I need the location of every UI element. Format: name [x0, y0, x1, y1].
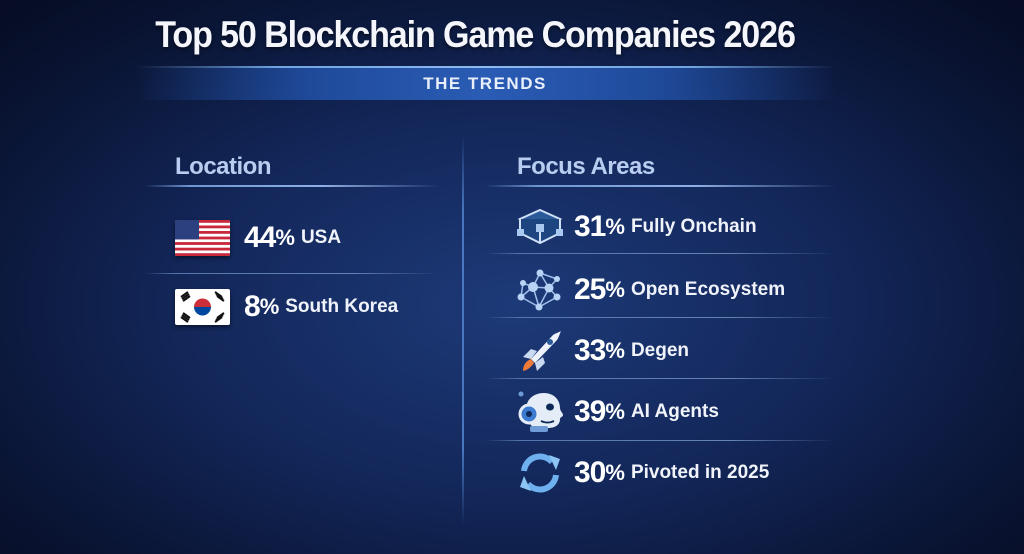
focus-label: AI Agents [630, 401, 719, 422]
focus-item: 39% AI Agents [514, 391, 719, 432]
focus-label: Fully Onchain [630, 216, 757, 237]
refresh-icon [514, 453, 566, 493]
location-item-usa: 44% USA [175, 218, 341, 258]
subtitle: THE TRENDS [423, 74, 547, 93]
column-divider [462, 135, 464, 525]
location-label: USA [300, 227, 342, 248]
row-separator [485, 253, 835, 254]
title-divider [135, 66, 835, 68]
page-title: Top 50 Blockchain Game Companies 2026 [155, 14, 796, 55]
row-separator [485, 440, 835, 441]
rocket-icon [514, 331, 566, 371]
row-separator [485, 317, 835, 318]
focus-item: 31% Fully Onchain [514, 207, 757, 247]
focus-label: Open Ecosystem [630, 279, 786, 300]
subtitle-band: THE TRENDS [135, 68, 835, 100]
focus-label: Degen [630, 340, 690, 361]
row-separator [145, 273, 440, 274]
focus-item: 25% Open Ecosystem [514, 269, 786, 311]
row-separator [485, 378, 835, 379]
focus-label: Pivoted in 2025 [630, 462, 770, 483]
focus-item: 33% Degen [514, 331, 689, 371]
cube-icon [514, 207, 566, 247]
location-heading-line [145, 185, 440, 187]
location-item-south-korea: 8% South Korea [175, 287, 398, 327]
location-label: South Korea [285, 296, 399, 317]
focus-heading-line [485, 185, 835, 187]
location-heading: Location [175, 153, 272, 180]
us-flag-icon [175, 220, 230, 256]
south-korea-flag-icon [175, 289, 230, 325]
robot-head-icon [514, 391, 566, 432]
focus-heading: Focus Areas [517, 153, 655, 180]
network-icon [514, 269, 566, 311]
focus-item: 30% Pivoted in 2025 [514, 453, 769, 493]
